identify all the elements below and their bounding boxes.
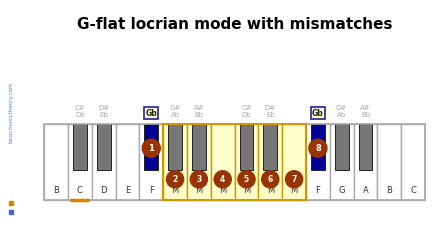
Text: G#
Ab: G# Ab — [169, 105, 181, 118]
Bar — [330, 124, 354, 200]
Bar — [282, 124, 306, 200]
Text: C: C — [77, 186, 83, 195]
Bar — [239, 124, 253, 170]
Text: E: E — [125, 186, 130, 195]
Bar — [359, 124, 372, 170]
Bar — [378, 124, 401, 200]
Bar — [168, 124, 182, 170]
Text: M: M — [267, 186, 274, 195]
Text: Gb: Gb — [312, 109, 324, 118]
Bar — [139, 124, 163, 200]
Circle shape — [190, 171, 207, 188]
Circle shape — [214, 171, 231, 188]
Text: C#
Db: C# Db — [241, 105, 252, 118]
Bar — [44, 124, 425, 200]
Text: C: C — [410, 186, 416, 195]
Circle shape — [238, 171, 255, 188]
Bar — [92, 124, 116, 200]
Bar — [68, 124, 92, 200]
Bar — [401, 124, 425, 200]
Text: 6: 6 — [268, 175, 273, 184]
Bar — [311, 124, 325, 170]
Text: 8: 8 — [315, 144, 321, 153]
Text: D#
Eb: D# Eb — [98, 105, 109, 118]
Text: 3: 3 — [196, 175, 202, 184]
Text: 4: 4 — [220, 175, 225, 184]
Bar — [264, 124, 277, 170]
Text: G#
Ab: G# Ab — [336, 105, 347, 118]
Bar — [144, 124, 158, 170]
Text: M: M — [195, 186, 202, 195]
Text: C#
Db: C# Db — [74, 105, 85, 118]
Bar — [306, 124, 330, 200]
Bar — [163, 124, 306, 200]
Text: 5: 5 — [244, 175, 249, 184]
Text: A#
Bb: A# Bb — [194, 105, 204, 118]
Bar — [187, 124, 211, 200]
Bar — [335, 124, 348, 170]
Bar — [235, 124, 258, 200]
Bar — [97, 124, 110, 170]
Text: D#
Eb: D# Eb — [265, 105, 276, 118]
Bar — [116, 124, 139, 200]
Text: 7: 7 — [291, 175, 297, 184]
Text: G: G — [338, 186, 345, 195]
Text: F: F — [149, 186, 154, 195]
Text: D: D — [100, 186, 107, 195]
Text: Gb: Gb — [145, 109, 157, 118]
Bar — [258, 124, 282, 200]
Text: M: M — [290, 186, 298, 195]
Bar — [354, 124, 378, 200]
Circle shape — [142, 139, 160, 157]
Circle shape — [262, 171, 279, 188]
Text: A#
Bb: A# Bb — [360, 105, 371, 118]
Circle shape — [286, 171, 303, 188]
Text: basicmusictheory.com: basicmusictheory.com — [8, 82, 14, 143]
Bar — [192, 124, 206, 170]
Bar — [211, 124, 235, 200]
Circle shape — [166, 171, 183, 188]
Text: A: A — [363, 186, 368, 195]
Text: M: M — [172, 186, 179, 195]
Circle shape — [309, 139, 327, 157]
Text: F: F — [315, 186, 320, 195]
Bar — [163, 124, 187, 200]
Text: 1: 1 — [148, 144, 154, 153]
Bar — [73, 124, 87, 170]
Text: B: B — [53, 186, 59, 195]
Bar — [44, 124, 68, 200]
Text: M: M — [219, 186, 226, 195]
Text: M: M — [243, 186, 250, 195]
Text: 2: 2 — [172, 175, 178, 184]
Text: B: B — [386, 186, 392, 195]
Text: G-flat locrian mode with mismatches: G-flat locrian mode with mismatches — [77, 17, 392, 32]
